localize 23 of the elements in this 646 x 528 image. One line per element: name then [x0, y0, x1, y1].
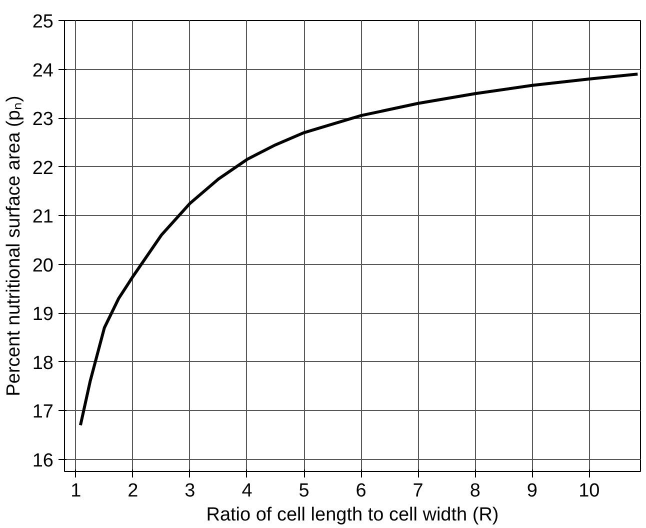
x-tick-label: 1 [70, 480, 82, 502]
y-tick-label: 17 [32, 402, 54, 423]
x-tick-label: 9 [526, 480, 538, 502]
y-tick-label: 19 [32, 304, 54, 326]
x-tick-label: 10 [578, 480, 600, 502]
x-tick-label: 8 [470, 480, 480, 502]
x-tick-label: 6 [356, 480, 366, 502]
y-tick-label: 25 [32, 12, 54, 32]
x-tick-label: 7 [412, 480, 424, 502]
y-tick-label: 21 [32, 206, 54, 228]
y-tick-label: 24 [32, 60, 54, 82]
x-tick-label: 2 [128, 480, 138, 502]
x-axis-title: Ratio of cell length to cell width (R) [206, 504, 499, 526]
y-tick-label: 16 [32, 450, 54, 472]
x-tick-label: 5 [298, 480, 310, 502]
y-tick-label: 20 [32, 255, 54, 276]
y-tick-label: 23 [32, 109, 54, 130]
y-axis-title: Percent nutritional surface area (pₙ) [3, 96, 24, 396]
y-tick-label: 18 [32, 352, 54, 374]
line-series [78, 72, 640, 427]
x-tick-label: 3 [184, 480, 196, 502]
x-tick-label: 4 [242, 480, 253, 502]
y-tick-label: 22 [32, 158, 54, 179]
